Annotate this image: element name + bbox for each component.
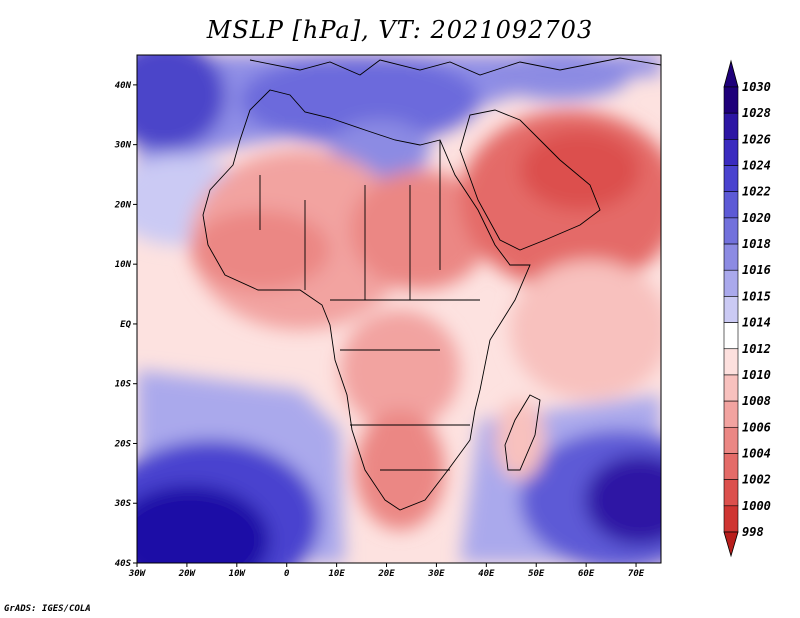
colorbar-swatch	[723, 296, 739, 323]
colorbar-label: 1006	[742, 420, 771, 434]
colorbar-swatch	[723, 374, 739, 402]
colorbar-swatch	[723, 426, 739, 454]
colorbar-label: 1015	[742, 289, 771, 303]
colorbar-label: 1028	[742, 106, 771, 120]
madagascar-low	[495, 400, 545, 480]
colorbar-label: 1020	[742, 211, 771, 225]
colorbar-swatch	[723, 139, 739, 166]
map-title: MSLP [hPa], VT: 2021092703	[206, 16, 594, 44]
lat-tick-label: 10S	[115, 380, 132, 390]
lon-tick-label: 0	[284, 569, 290, 579]
africa-coastline	[202, 89, 531, 511]
lat-tick-label: 40N	[115, 81, 132, 91]
south-atlantic-core	[137, 485, 270, 563]
lat-tick-label: 20N	[114, 200, 132, 210]
colorbar-swatch	[723, 348, 739, 376]
lat-tick-label: 10N	[115, 260, 132, 270]
lon-tick-label: 30E	[427, 569, 445, 579]
coastlines	[202, 57, 661, 511]
colorbar-label: 1014	[742, 316, 771, 330]
mediterranean-high	[240, 55, 480, 145]
colorbar-swatch	[723, 269, 739, 297]
lat-tick-label: 30S	[114, 499, 132, 509]
colorbar-swatch	[723, 217, 739, 245]
colorbar-label: 1004	[742, 446, 771, 460]
colorbar-swatch	[723, 86, 739, 114]
colorbar-swatch	[723, 505, 739, 533]
arabia-coastline	[459, 109, 601, 251]
lon-tick-label: 20W	[178, 569, 197, 579]
colorbar-label: 1024	[742, 159, 771, 173]
colorbar-label: 1012	[742, 342, 771, 356]
colorbar-label: 1002	[742, 473, 771, 487]
congo-low	[340, 310, 460, 430]
south-indian-core	[585, 455, 661, 545]
azores-high	[137, 55, 225, 150]
lat-tick-label: 20S	[114, 439, 132, 449]
lon-tick-label: 60E	[578, 569, 595, 579]
colorbar-swatch	[723, 479, 739, 507]
gulf-low	[520, 130, 640, 210]
lon-tick-label: 10W	[229, 569, 247, 579]
colorbar-label: 1026	[742, 132, 771, 146]
colorbar-label: 1018	[742, 237, 771, 251]
credit-label: GrADS: IGES/COLA	[4, 604, 91, 614]
colorbar-label: 1010	[742, 368, 771, 382]
lat-tick-label: 40S	[115, 559, 132, 569]
colorbar-swatch	[723, 453, 739, 480]
colorbar-label: 1030	[742, 80, 771, 94]
colorbar-bottom-arrow	[723, 531, 739, 558]
lon-tick-label: 40E	[478, 569, 495, 579]
lon-tick-label: 70E	[628, 569, 645, 579]
colorbar-label: 1022	[742, 185, 771, 199]
lat-tick-label: EQ	[120, 320, 131, 330]
indian-ocean-mid	[510, 260, 661, 400]
lat-tick-label: 30N	[114, 141, 132, 151]
colorbar-top-arrow	[723, 59, 739, 88]
colorbar-label: 1008	[742, 394, 771, 408]
colorbar-swatch	[723, 191, 739, 219]
pressure-field	[137, 55, 661, 563]
colorbar-swatch	[723, 243, 739, 271]
madagascar-coastline	[504, 394, 541, 471]
sudan-low	[350, 170, 490, 290]
west-africa-low	[190, 210, 330, 290]
colorbar-swatch	[723, 322, 739, 350]
plot-frame	[136, 54, 662, 564]
lon-tick-label: 10E	[328, 569, 345, 579]
lon-tick-label: 30W	[128, 569, 147, 579]
colorbar-label: 998	[742, 525, 764, 539]
lon-tick-label: 20E	[377, 569, 395, 579]
colorbar: 1030 1028 1026 1024 1022 1020 1018 1016 1015 1014…	[723, 59, 771, 558]
colorbar-swatch	[723, 165, 739, 193]
border-lines	[259, 140, 480, 471]
colorbar-label: 1016	[742, 263, 771, 277]
black-sea-high	[490, 55, 630, 100]
colorbar-swatch	[723, 400, 739, 428]
lon-tick-label: 50E	[528, 569, 545, 579]
europe-coastline	[249, 57, 661, 76]
colorbar-swatch	[723, 112, 739, 140]
colorbar-label: 1000	[742, 499, 771, 513]
